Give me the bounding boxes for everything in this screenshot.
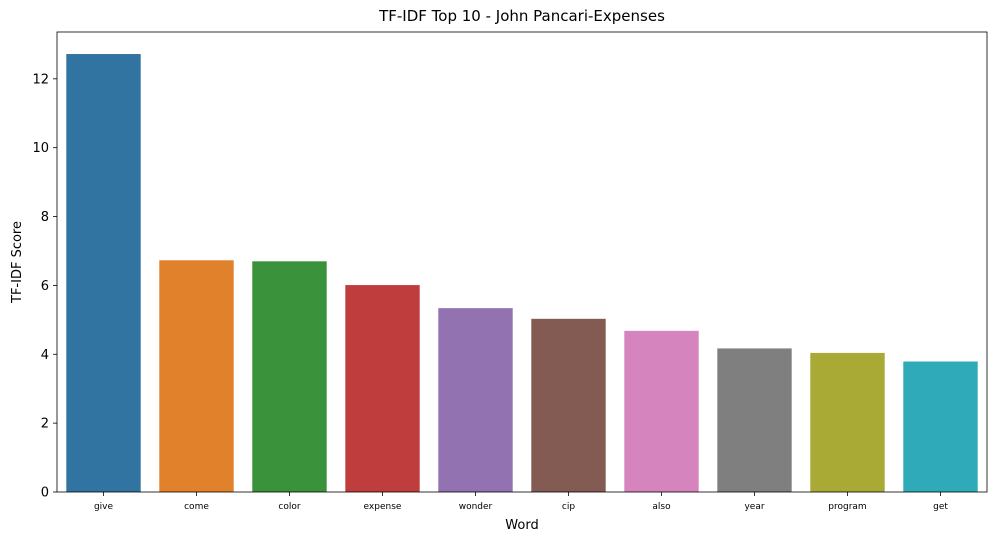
x-tick-label: color — [278, 502, 300, 512]
bar-get — [903, 361, 978, 492]
y-tick-label: 6 — [41, 279, 49, 294]
x-tick-label: expense — [364, 502, 402, 512]
x-tick-label: year — [744, 502, 764, 512]
bar-expense — [345, 285, 420, 492]
x-tick-label: give — [94, 502, 114, 512]
x-tick-label: wonder — [459, 502, 493, 512]
bar-come — [159, 260, 234, 492]
plot-area: give come color expense wonder cip also year pro… — [32, 31, 988, 512]
x-tick-label: also — [652, 502, 671, 512]
x-tick-label: program — [828, 502, 866, 512]
x-tick-label: come — [184, 502, 209, 512]
y-tick-label: 10 — [32, 141, 49, 156]
chart-title: TF-IDF Top 10 - John Pancari-Expenses — [378, 7, 665, 25]
y-tick-label: 4 — [41, 348, 49, 363]
y-tick-label: 0 — [41, 486, 49, 501]
x-tick-label: get — [933, 502, 948, 512]
bar-color — [252, 261, 327, 492]
bar-give — [66, 54, 141, 493]
bar-wonder — [438, 308, 513, 492]
y-tick-label: 8 — [41, 210, 49, 225]
bar-year — [717, 348, 792, 492]
x-tick-label: cip — [562, 502, 575, 512]
y-tick-label: 12 — [32, 72, 49, 87]
bar-cip — [531, 318, 606, 492]
y-axis-label: TF-IDF Score — [10, 221, 25, 304]
x-axis-label: Word — [505, 518, 538, 533]
plot-frame — [56, 31, 988, 493]
y-tick-label: 2 — [41, 417, 49, 432]
bar-also — [624, 330, 699, 492]
bar-program — [810, 352, 885, 492]
